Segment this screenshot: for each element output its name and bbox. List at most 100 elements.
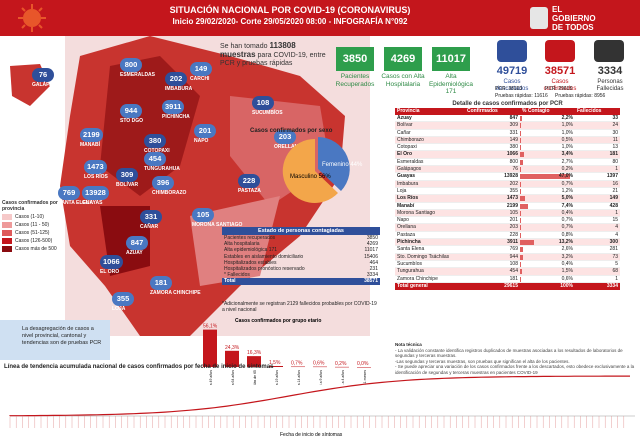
age-bar — [357, 367, 371, 368]
province-label: EL ORO — [100, 269, 120, 275]
province-row: Chimborazo 149 0,5% 11 — [395, 136, 620, 145]
discarded-value: 49719 — [496, 65, 528, 77]
cumulative-line-chart: Fecha de inicio de síntomas — [9, 375, 635, 438]
patient-status-row: Alta hospitalaria 4269 — [224, 241, 378, 248]
legend-item: Casos (51-125) — [2, 230, 72, 236]
epidemiological-discharge-value: 11017 — [432, 47, 470, 71]
age-category-label: Más de 65 — [253, 370, 257, 385]
province-label: NAPO — [194, 138, 209, 144]
province-pill-esmeraldas: 800 — [120, 58, 142, 72]
age-bar — [225, 350, 239, 367]
age-bar — [269, 366, 283, 367]
patient-status-row: Hospitalizados estables 464 — [224, 259, 378, 266]
age-bar — [291, 366, 305, 368]
age-category-label: de 0 a 11 meses — [363, 370, 367, 385]
province-pill-imbabura: 202 — [165, 72, 187, 86]
province-row: Morona Santiago 105 0,4% 1 — [395, 209, 620, 218]
patient-status-row: Hospitalizados pronóstico reservado 231 — [224, 266, 378, 273]
province-row: Bolívar 309 1,0% 24 — [395, 122, 620, 130]
hospital-discharge-label: Casos con Alta Hospitalaria — [381, 73, 425, 88]
province-label: CAÑAR — [140, 224, 159, 230]
age-category-label: de 10 a 14 años — [297, 370, 301, 385]
recovered-value: 3850 — [336, 47, 374, 71]
trend-line — [9, 375, 630, 417]
government-logo: EL GOBIERNO DE TODOS — [530, 4, 640, 32]
age-bar-label: 0,7% — [291, 361, 303, 367]
patient-status-total: Total 38571 — [222, 278, 380, 285]
province-row: Cotopaxi 380 1,0% 13 — [395, 144, 620, 152]
rapid-confirmed: Pruebas rápidas: 8956 — [555, 93, 606, 99]
line-chart-xlabel: Fecha de inicio de síntomas — [280, 432, 343, 438]
province-pill-pastaza: 228 — [238, 174, 260, 188]
province-pill-loja: 355 — [112, 292, 134, 306]
page-title: SITUACIÓN NACIONAL POR COVID-19 (CORONAV… — [169, 5, 411, 15]
pie-slice-female — [318, 137, 350, 191]
province-label: MANABÍ — [80, 142, 100, 148]
confirmed-value: 38571 — [544, 65, 576, 77]
province-pill-tungurahua: 454 — [144, 152, 166, 166]
province-label: COTOPAXI — [144, 148, 170, 154]
province-row: El Oro 1066 3,4% 181 — [395, 151, 620, 159]
legend-item: Casos (1-10) — [2, 214, 72, 220]
province-pill-gal-pagos: 76 — [32, 68, 54, 82]
province-col-header: Fallecidos — [577, 108, 602, 114]
legend-item: Casos (126-500) — [2, 238, 72, 244]
province-pill-los-r-os: 1473 — [84, 160, 107, 174]
province-pill-zamora-chinchipe: 181 — [150, 276, 172, 290]
patient-status-row: Alta epidemiológica 171 11017 — [224, 247, 378, 254]
province-label: TUNGURAHUA — [144, 166, 180, 172]
province-pill-el-oro: 1066 — [100, 255, 123, 269]
patient-status-row: * Fallecidos 3334 — [224, 272, 378, 279]
ecuador-map — [10, 36, 370, 336]
province-row: Guayas 13928 47,0% 1397 — [395, 173, 620, 181]
pie-slice-male — [282, 138, 338, 203]
age-category-label: de 50 a 64 años — [231, 370, 235, 385]
province-row: Zamora Chinchipe 181 0,6% 1 — [395, 275, 620, 283]
age-category-label: de 15 a 19 años — [275, 370, 279, 385]
province-table-total: Total general 29615 100% 3334 — [395, 282, 620, 290]
discarded-label: Casos descartados — [495, 79, 529, 92]
pcr-confirmed: PCR: 29615 — [545, 86, 573, 92]
province-label: PICHINCHA — [162, 114, 190, 120]
confirmed-label: Casos confirmados — [543, 79, 577, 92]
patient-status-row: Pacientes recuperados 3850 — [224, 235, 378, 241]
province-label: STO DGO — [120, 118, 143, 124]
province-pill-santa-elena: 769 — [58, 186, 80, 200]
province-label: AZUAY — [126, 250, 143, 256]
recovered-label: Pacientes Recuperados — [335, 73, 375, 88]
virus-icon — [18, 4, 46, 32]
province-row: Los Ríos 1473 5,0% 149 — [395, 195, 620, 203]
province-pill-guayas: 13928 — [82, 186, 109, 200]
age-category-label: de 5 a 9 años — [319, 370, 323, 385]
province-row: Napo 201 0,7% 15 — [395, 217, 620, 225]
pie-label-female: Femenino 44% — [322, 162, 363, 168]
seal-icon — [530, 7, 548, 29]
age-bar-label: 0,6% — [313, 361, 325, 367]
province-pill-morona-santiago: 105 — [192, 208, 214, 222]
province-label: MORONA SANTIAGO — [192, 222, 243, 228]
province-pill-sto-dgo: 944 — [120, 104, 142, 118]
province-label: GALÁPAGOS — [32, 82, 64, 88]
province-label: ORELLANA — [274, 144, 302, 150]
age-bar-label: 56,1% — [203, 324, 218, 330]
province-pill-sucumb-os: 108 — [252, 96, 274, 110]
legend-item: Casos (11 - 50) — [2, 222, 72, 228]
note-line: - La validación constante identifica reg… — [395, 347, 623, 359]
province-label: ESMERALDAS — [120, 72, 156, 78]
line-chart-title: Línea de tendencia acumulada nacional de… — [4, 364, 274, 370]
province-col-header: % Contagio — [522, 108, 550, 114]
province-label: LOJA — [112, 306, 126, 312]
age-bar — [247, 356, 261, 367]
page-subtitle: Inicio 29/02/2020- Corte 29/05/2020 08:0… — [172, 17, 408, 26]
note-line: - Se puede apreciar una variación de los… — [395, 364, 635, 375]
province-row: Santa Elena 769 2,6% 281 — [395, 246, 620, 254]
province-label: PASTAZA — [238, 188, 261, 194]
pcr-discarded: PCR: 38103 — [495, 86, 523, 92]
province-pill-orellana: 203 — [274, 130, 296, 144]
age-chart-title: Casos confirmados por grupo etario — [235, 318, 321, 324]
age-bar-label: 0,0% — [357, 361, 369, 367]
province-table-header: Provincia Confirmados % Contagio Fallecidos — [395, 108, 620, 115]
province-row: Pastaza 228 0,8% 4 — [395, 231, 620, 240]
note-line: -Las segundas y terceras muestras, son p… — [395, 358, 570, 364]
age-bar — [313, 366, 327, 368]
